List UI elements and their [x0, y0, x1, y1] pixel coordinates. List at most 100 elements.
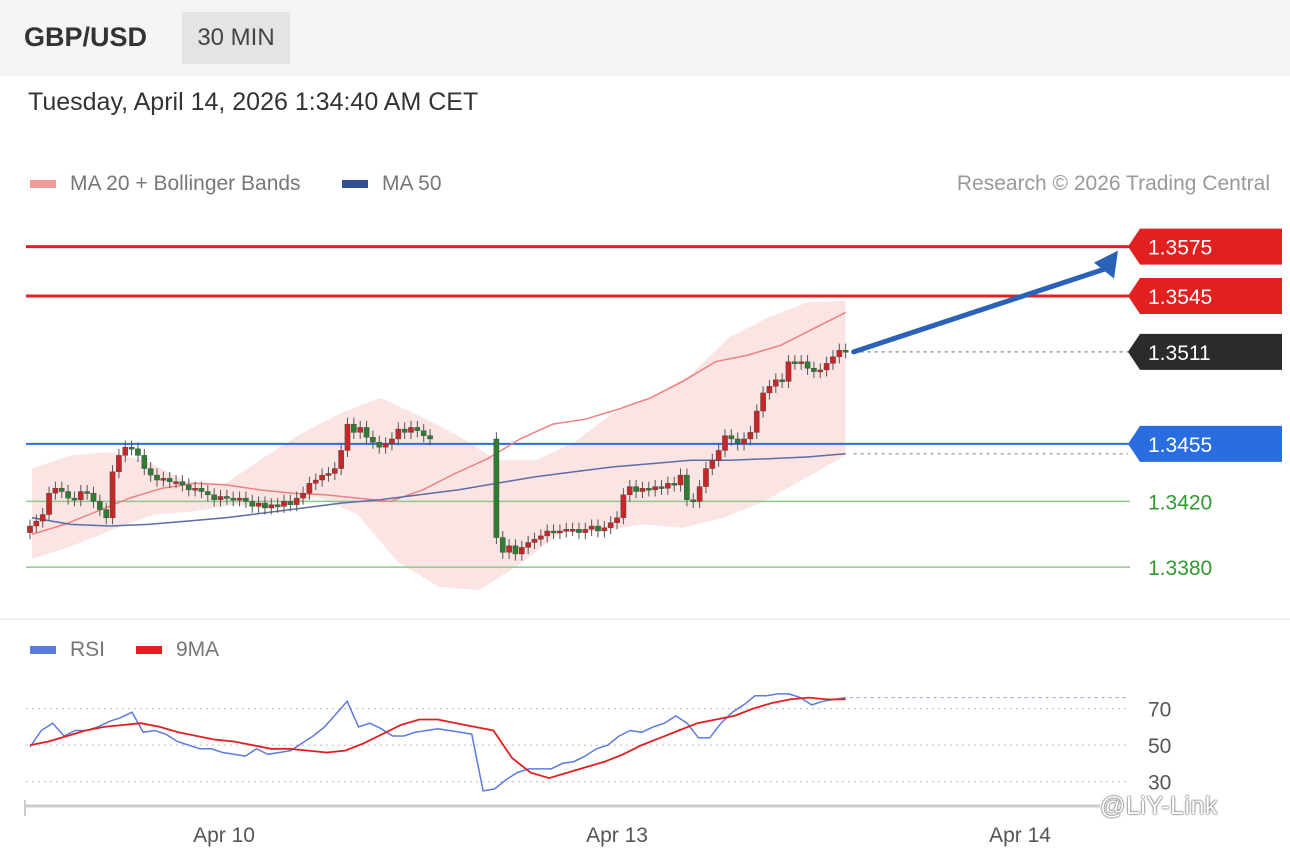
- rsi-9ma-line: [29, 696, 846, 780]
- rsi-tick-70: 70: [1148, 699, 1171, 722]
- candle-body: [588, 525, 595, 530]
- candle-body: [811, 368, 817, 372]
- candle-body: [538, 535, 544, 540]
- candle-body: [395, 428, 402, 440]
- level-label-1.3380: 1.3380: [1148, 557, 1212, 580]
- candle-body: [817, 369, 824, 373]
- candle-body: [154, 474, 160, 481]
- legend-ma50: MA 50: [342, 172, 442, 196]
- level-tag: [1128, 277, 1282, 314]
- candle-body: [427, 435, 433, 440]
- candle-body: [300, 492, 306, 499]
- candle-body: [753, 410, 760, 433]
- candle-body: [160, 478, 167, 481]
- rsi-line: [29, 693, 846, 792]
- candle-body: [633, 486, 639, 492]
- level-label-1.3545: 1.3545: [1148, 286, 1212, 309]
- candle-body: [357, 427, 364, 433]
- candle-body: [420, 430, 427, 436]
- candle-body: [747, 432, 754, 440]
- rsi-swatch: [30, 646, 56, 654]
- candle-body: [389, 438, 395, 445]
- level-tag: [1128, 425, 1282, 462]
- ma9-swatch: [136, 646, 162, 654]
- candle-body: [274, 504, 281, 507]
- candle-body: [141, 455, 148, 469]
- candle-body: [703, 468, 709, 487]
- timestamp: Tuesday, April 14, 2026 1:34:40 AM CET: [28, 88, 479, 116]
- candle-body: [332, 468, 338, 474]
- candle-body: [576, 529, 582, 533]
- candle-body: [785, 361, 792, 382]
- candle-body: [684, 474, 690, 500]
- timeframe-button[interactable]: 30 MIN: [182, 12, 290, 64]
- candle-body: [401, 428, 408, 433]
- candle-body: [671, 483, 677, 486]
- ma9-legend-label: 9MA: [176, 638, 220, 661]
- rsi-tick-50: 50: [1148, 735, 1171, 758]
- candle-body: [27, 525, 33, 533]
- candle-body: [665, 483, 671, 489]
- candle-body: [414, 427, 421, 431]
- candle-body: [620, 494, 627, 519]
- candle-body: [382, 443, 389, 448]
- candle-body: [147, 468, 154, 476]
- candle-body: [792, 361, 798, 364]
- ma20-legend-label: MA 20 + Bollinger Bands: [70, 172, 301, 195]
- candle-body: [46, 492, 52, 515]
- candle-body: [499, 537, 506, 553]
- candle-body: [595, 525, 601, 532]
- candle-body: [690, 499, 697, 502]
- candle-body: [525, 542, 531, 548]
- candle-body: [626, 486, 633, 496]
- legend-9ma: 9MA: [136, 638, 219, 662]
- candle-body: [569, 529, 576, 532]
- candle-body: [658, 486, 665, 489]
- ma20-line: [31, 311, 846, 536]
- research-credit: Research © 2026 Trading Central: [956, 172, 1270, 195]
- legend-rsi: RSI: [30, 638, 105, 662]
- candle-body: [582, 529, 589, 533]
- candle-body: [646, 488, 652, 491]
- level-tag: [1128, 333, 1282, 370]
- forecast-arrow-shaft: [851, 266, 1109, 355]
- candle-body: [506, 545, 512, 553]
- bollinger-band-area: [32, 300, 846, 591]
- candle-body: [122, 446, 129, 456]
- instrument-label: GBP/USD: [24, 22, 148, 52]
- candle-body: [760, 392, 766, 412]
- candle-body: [65, 491, 71, 499]
- ma50-legend-label: MA 50: [382, 172, 442, 195]
- rsi-legend-label: RSI: [70, 638, 106, 661]
- candle-body: [128, 446, 135, 450]
- candle-body: [185, 484, 192, 491]
- candle-body: [52, 488, 59, 494]
- candle-body: [728, 435, 735, 440]
- candle-body: [607, 522, 614, 528]
- forecast-arrow-head: [1094, 250, 1118, 279]
- candle-body: [116, 455, 122, 473]
- level-tag: [1128, 228, 1282, 265]
- candle-body: [173, 481, 179, 484]
- candle-body: [71, 497, 78, 501]
- rsi-tick-30: 30: [1148, 772, 1171, 795]
- candle-body: [493, 438, 500, 538]
- panel-divider: [0, 618, 1290, 620]
- candle-body: [519, 547, 525, 555]
- candle-body: [804, 361, 811, 369]
- candle-body: [344, 423, 351, 451]
- candle-body: [798, 361, 804, 364]
- candle-body: [90, 492, 97, 502]
- candle-body: [103, 509, 109, 519]
- candle-body: [614, 517, 620, 523]
- candle-body: [33, 520, 40, 527]
- candle-body: [779, 379, 785, 382]
- x-tick-label: Apr 14: [989, 824, 1051, 847]
- candle-body: [58, 488, 65, 492]
- candle-body: [338, 450, 344, 469]
- candle-body: [84, 491, 90, 494]
- candle-body: [722, 435, 728, 451]
- candle-body: [557, 530, 563, 534]
- candle-body: [325, 473, 332, 476]
